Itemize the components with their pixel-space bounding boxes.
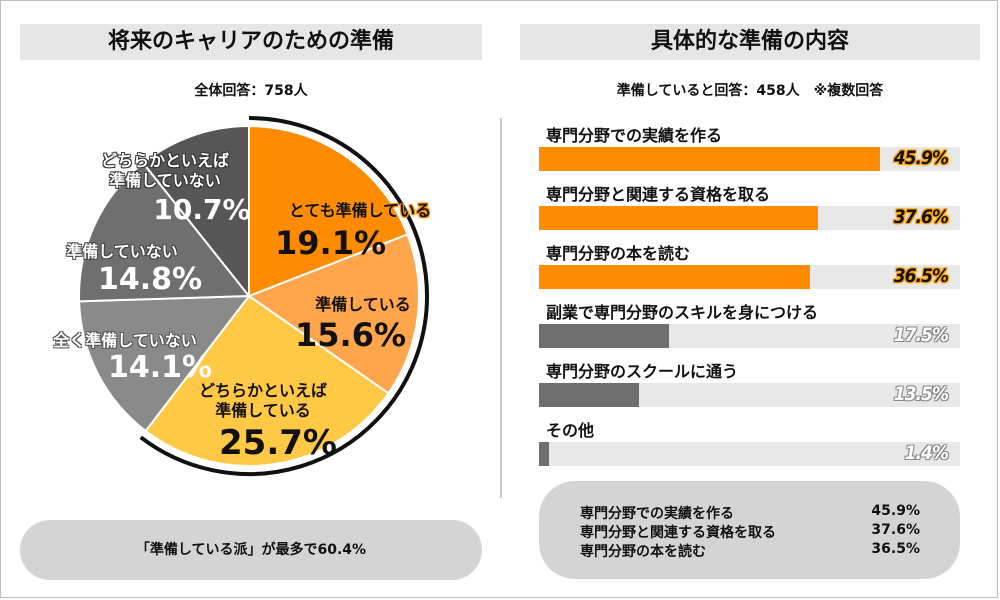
pie-label-somewhat-prepared: どちらかといえば 準備している [188, 381, 338, 421]
pie-label-prepared: 準備している [315, 295, 411, 314]
pie-value-not-at-all: 14.1% [108, 350, 213, 385]
bar-label: 副業で専門分野のスキルを身につける [546, 303, 819, 322]
summary-value: 45.9% [871, 503, 920, 519]
bar-label: 専門分野と関連する資格を取る [546, 185, 771, 204]
summary-row: 専門分野の本を読む 36.5% [580, 541, 920, 561]
summary-label: 専門分野の本を読む [580, 544, 706, 560]
pie-slice-prepared [246, 233, 420, 395]
pie-prepared-arc [139, 116, 429, 476]
right-subtitle: 準備していると回答：458人 ※複数回答 [616, 83, 884, 99]
summary-label: 専門分野と関連する資格を取る [580, 525, 776, 541]
summary-row: 専門分野での実績を作る 45.9% [580, 503, 920, 523]
pie-label-very-prepared: とても準備している [265, 197, 455, 221]
right-title: 具体的な準備の内容 [520, 24, 980, 60]
pie-label-somewhat-prepared-line2: 準備している [215, 401, 311, 420]
bar [539, 442, 549, 466]
bar-value-label: 45.9% [893, 147, 949, 169]
bar [539, 383, 639, 407]
bar [539, 206, 818, 230]
bar [539, 147, 880, 171]
bar-value-label: 17.5% [893, 324, 949, 346]
pie-value-not-prepared: 14.8% [98, 262, 203, 297]
summary-row: 専門分野と関連する資格を取る 37.6% [580, 522, 920, 542]
bar-value-label: 36.5% [893, 265, 949, 287]
summary-label: 専門分野での実績を作る [580, 506, 734, 522]
bar [539, 324, 669, 348]
pie-value-somewhat-prepared: 25.7% [219, 423, 337, 463]
pie-label-somewhat-not-line2: 準備していない [109, 171, 221, 190]
left-footer-pill [20, 520, 482, 580]
bar [539, 265, 810, 289]
pie-slice-not-at-all [78, 294, 252, 433]
pie-label-somewhat-prepared-line1: どちらかといえば [198, 381, 327, 400]
bar-track [539, 442, 960, 466]
right-summary-pill [539, 481, 960, 579]
pie-slice-somewhat-not [141, 124, 250, 299]
bar-label: 専門分野での実績を作る [546, 126, 723, 145]
bar-value-label: 1.4% [904, 442, 949, 464]
pie-label-not-at-all: 全く準備していない [53, 331, 197, 350]
left-footer-text: 「準備している派」が最多で60.4% [135, 542, 367, 558]
bar-value-label: 13.5% [893, 383, 949, 405]
bar-value-label: 37.6% [893, 206, 949, 228]
pie-slice-not-prepared [78, 161, 252, 303]
pie-chart [78, 116, 429, 476]
summary-value: 36.5% [871, 541, 920, 557]
pie-label-not-prepared: 準備していない [66, 242, 178, 261]
pie-label-somewhat-not: どちらかといえば 準備していない [90, 151, 240, 191]
summary-value: 37.6% [871, 522, 920, 538]
left-subtitle: 全体回答：758人 [194, 83, 308, 99]
pie-value-prepared: 15.6% [295, 316, 407, 354]
pie-value-very-prepared: 19.1% [275, 224, 387, 262]
pie-slice-somewhat-prepared [144, 294, 390, 467]
pie-value-somewhat-not: 10.7% [153, 193, 251, 226]
pie-label-somewhat-not-line1: どちらかといえば [100, 151, 229, 170]
pie-label-very-prepared-name: とても準備している [288, 201, 432, 220]
bar-label: その他 [546, 421, 595, 440]
panel-divider [500, 118, 502, 498]
bar-label: 専門分野の本を読む [546, 244, 691, 263]
left-title: 将来のキャリアのための準備 [20, 24, 482, 60]
pie-slice-very-prepared [248, 124, 409, 298]
bar-label: 専門分野のスクールに通う [546, 362, 739, 381]
